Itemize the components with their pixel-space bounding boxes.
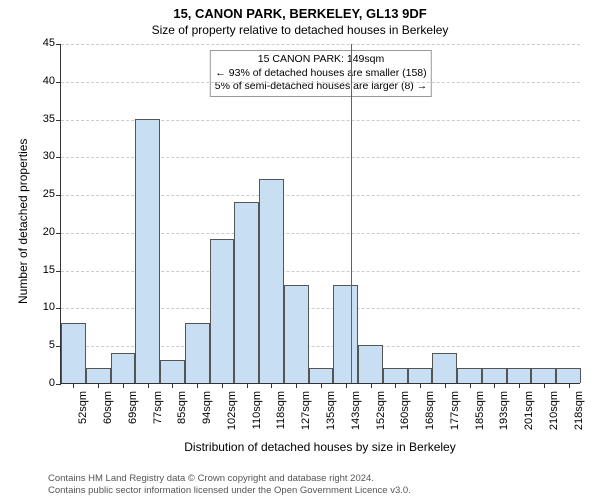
x-tick-label: 193sqm bbox=[498, 391, 510, 430]
histogram-bar bbox=[408, 368, 433, 383]
histogram-bar bbox=[531, 368, 556, 383]
histogram-bar bbox=[556, 368, 581, 383]
x-tick-mark bbox=[148, 383, 149, 388]
x-tick-mark bbox=[98, 383, 99, 388]
x-tick-label: 85sqm bbox=[176, 391, 188, 424]
x-tick-mark bbox=[494, 383, 495, 388]
x-tick-mark bbox=[321, 383, 322, 388]
x-tick-label: 77sqm bbox=[152, 391, 164, 424]
x-tick-mark bbox=[123, 383, 124, 388]
annotation-box: 15 CANON PARK: 149sqm ← 93% of detached … bbox=[210, 50, 432, 97]
histogram-bar bbox=[234, 202, 259, 383]
x-tick-mark bbox=[172, 383, 173, 388]
histogram-bar bbox=[135, 119, 160, 383]
histogram-bar bbox=[432, 353, 457, 383]
x-tick-label: 135sqm bbox=[325, 391, 337, 430]
y-tick-label: 25 bbox=[43, 188, 61, 200]
y-tick-label: 5 bbox=[49, 339, 61, 351]
x-tick-label: 210sqm bbox=[548, 391, 560, 430]
x-tick-mark bbox=[73, 383, 74, 388]
histogram-bar bbox=[358, 345, 383, 383]
x-tick-label: 69sqm bbox=[127, 391, 139, 424]
x-tick-label: 218sqm bbox=[573, 391, 585, 430]
x-tick-label: 60sqm bbox=[102, 391, 114, 424]
y-tick-label: 35 bbox=[43, 113, 61, 125]
x-tick-mark bbox=[197, 383, 198, 388]
histogram-bar bbox=[210, 239, 235, 383]
x-axis-label: Distribution of detached houses by size … bbox=[60, 440, 580, 454]
histogram-bar bbox=[507, 368, 532, 383]
x-tick-label: 177sqm bbox=[449, 391, 461, 430]
histogram-bar bbox=[86, 368, 111, 383]
histogram-bar bbox=[111, 353, 136, 383]
footer-attribution: Contains HM Land Registry data © Crown c… bbox=[48, 473, 590, 496]
x-tick-label: 118sqm bbox=[275, 391, 287, 429]
x-tick-label: 110sqm bbox=[251, 391, 263, 429]
y-tick-label: 0 bbox=[49, 377, 61, 389]
y-axis-label: Number of detached properties bbox=[16, 139, 30, 304]
chart-container: { "title": "15, CANON PARK, BERKELEY, GL… bbox=[0, 0, 600, 500]
plot-area: 15 CANON PARK: 149sqm ← 93% of detached … bbox=[60, 44, 580, 384]
x-tick-label: 160sqm bbox=[399, 391, 411, 430]
y-tick-label: 40 bbox=[43, 75, 61, 87]
x-tick-mark bbox=[470, 383, 471, 388]
x-tick-mark bbox=[519, 383, 520, 388]
histogram-bar bbox=[333, 285, 358, 383]
x-tick-mark bbox=[569, 383, 570, 388]
x-tick-mark bbox=[296, 383, 297, 388]
footer-line-1: Contains HM Land Registry data © Crown c… bbox=[48, 473, 590, 484]
x-tick-mark bbox=[346, 383, 347, 388]
x-tick-label: 168sqm bbox=[424, 391, 436, 430]
x-tick-mark bbox=[247, 383, 248, 388]
x-tick-mark bbox=[420, 383, 421, 388]
chart-title: 15, CANON PARK, BERKELEY, GL13 9DF bbox=[0, 0, 600, 21]
y-tick-label: 15 bbox=[43, 264, 61, 276]
histogram-bar bbox=[185, 323, 210, 383]
y-tick-label: 45 bbox=[43, 37, 61, 49]
reference-marker-line bbox=[351, 44, 352, 383]
y-tick-label: 30 bbox=[43, 150, 61, 162]
x-tick-mark bbox=[222, 383, 223, 388]
x-tick-label: 185sqm bbox=[474, 391, 486, 430]
x-tick-label: 201sqm bbox=[523, 391, 535, 430]
histogram-bar bbox=[284, 285, 309, 383]
x-tick-label: 127sqm bbox=[300, 391, 312, 430]
histogram-bar bbox=[383, 368, 408, 383]
x-tick-label: 94sqm bbox=[201, 391, 213, 424]
x-tick-label: 102sqm bbox=[226, 391, 238, 430]
y-tick-label: 10 bbox=[43, 301, 61, 313]
x-tick-mark bbox=[371, 383, 372, 388]
x-tick-mark bbox=[445, 383, 446, 388]
footer-line-2: Contains public sector information licen… bbox=[48, 485, 590, 496]
chart-subtitle: Size of property relative to detached ho… bbox=[0, 21, 600, 37]
histogram-bar bbox=[160, 360, 185, 383]
x-tick-label: 52sqm bbox=[77, 391, 89, 424]
histogram-bar bbox=[61, 323, 86, 383]
annotation-line-1: 15 CANON PARK: 149sqm bbox=[215, 53, 427, 67]
annotation-line-2: ← 93% of detached houses are smaller (15… bbox=[215, 67, 427, 81]
x-tick-label: 152sqm bbox=[375, 391, 387, 430]
x-tick-mark bbox=[544, 383, 545, 388]
histogram-bar bbox=[259, 179, 284, 383]
x-tick-mark bbox=[395, 383, 396, 388]
grid-line bbox=[61, 82, 580, 83]
x-tick-label: 143sqm bbox=[350, 391, 362, 430]
histogram-bar bbox=[482, 368, 507, 383]
histogram-bar bbox=[457, 368, 482, 383]
histogram-bar bbox=[309, 368, 334, 383]
y-tick-label: 20 bbox=[43, 226, 61, 238]
x-tick-mark bbox=[271, 383, 272, 388]
grid-line bbox=[61, 44, 580, 45]
